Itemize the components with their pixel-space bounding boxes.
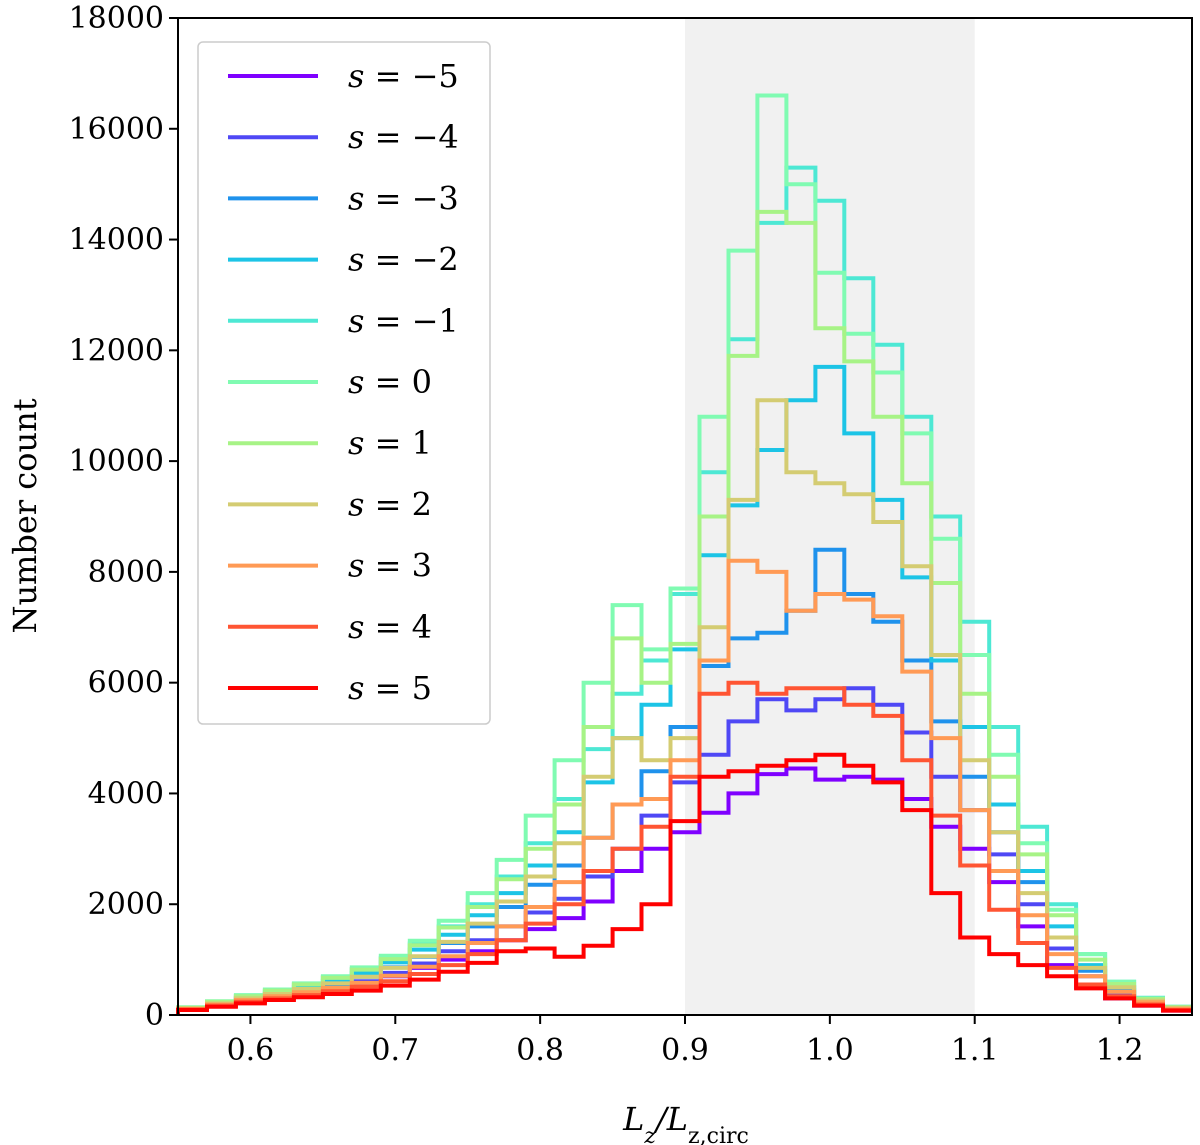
histogram-series-layer <box>176 93 1192 1015</box>
legend-label-value-6: = 1 <box>364 424 432 462</box>
x-tick-label-2: 0.8 <box>516 1033 564 1068</box>
legend-frame <box>197 41 491 725</box>
legend: s = −5s = −4s = −3s = −2s = −1s = 0s = 1… <box>197 41 491 725</box>
y-tick-label-9: 18000 <box>69 1 164 36</box>
x-tick-label-6: 1.2 <box>1096 1033 1144 1068</box>
legend-label-9: s = 4 <box>348 608 432 646</box>
y-tick-label-6: 12000 <box>69 333 164 368</box>
legend-label-value-8: = 3 <box>364 547 432 585</box>
y-tick-label-4: 8000 <box>88 555 164 590</box>
shaded-region <box>685 18 975 1015</box>
legend-label-value-5: = 0 <box>364 363 432 401</box>
x-axis-label-part-1: z <box>643 1124 656 1145</box>
legend-label-var-0: s <box>348 57 364 95</box>
legend-label-var-7: s <box>348 485 364 523</box>
histogram-series-8 <box>176 558 1192 1015</box>
shaded-region-layer <box>685 18 975 1015</box>
legend-label-var-2: s <box>348 179 364 217</box>
y-tick-label-0: 0 <box>145 998 164 1033</box>
axes-layer: 0.6 0.7 0.8 0.9 1.0 1.1 1.2 0 2000 4000 6000 8000 10… <box>69 1 1193 1068</box>
legend-label-value-9: = 4 <box>364 608 432 646</box>
legend-label-8: s = 3 <box>348 547 432 585</box>
y-tick-label-3: 6000 <box>88 666 164 701</box>
y-tick-label-7: 14000 <box>69 223 164 258</box>
x-axis-label-part-2: /L <box>653 1100 688 1138</box>
histogram-series-7 <box>176 398 1192 1015</box>
y-tick-label-8: 16000 <box>69 112 164 147</box>
legend-label-value-1: = −4 <box>364 118 458 156</box>
x-tick-label-3: 0.9 <box>661 1033 709 1068</box>
legend-label-var-5: s <box>348 363 364 401</box>
legend-label-var-9: s <box>348 608 364 646</box>
legend-label-var-1: s <box>348 118 364 156</box>
legend-label-4: s = −1 <box>348 302 459 340</box>
legend-label-3: s = −2 <box>348 241 459 279</box>
legend-label-value-4: = −1 <box>364 302 458 340</box>
legend-label-var-10: s <box>348 669 364 707</box>
x-tick-label-5: 1.1 <box>951 1033 999 1068</box>
y-tick-label-1: 2000 <box>88 887 164 922</box>
legend-label-value-7: = 2 <box>364 485 432 523</box>
legend-label-value-10: = 5 <box>364 669 432 707</box>
x-axis-label-part-3: z,circ <box>688 1124 749 1145</box>
x-axis-label: Lz/Lz,circ <box>622 1100 749 1145</box>
x-tick-label-0: 0.6 <box>227 1033 275 1068</box>
legend-label-2: s = −3 <box>348 179 459 217</box>
legend-label-value-3: = −2 <box>364 241 458 279</box>
legend-label-6: s = 1 <box>348 424 432 462</box>
x-tick-label-4: 1.0 <box>806 1033 854 1068</box>
histogram-series-9 <box>176 680 1192 1015</box>
legend-label-1: s = −4 <box>348 118 459 156</box>
y-tick-label-5: 10000 <box>69 444 164 479</box>
x-axis-label-part-0: L <box>622 1100 644 1138</box>
legend-label-value-2: = −3 <box>364 179 458 217</box>
y-axis-label: Number count <box>6 398 44 633</box>
legend-label-0: s = −5 <box>348 57 459 95</box>
histogram-series-6 <box>176 209 1192 1015</box>
legend-label-var-4: s <box>348 302 364 340</box>
legend-label-var-6: s <box>348 424 364 462</box>
legend-label-7: s = 2 <box>348 485 432 523</box>
legend-label-5: s = 0 <box>348 363 432 401</box>
legend-label-var-3: s <box>348 241 364 279</box>
legend-label-value-0: = −5 <box>364 57 458 95</box>
x-tick-label-1: 0.7 <box>371 1033 419 1068</box>
histogram-series-10 <box>176 752 1192 1015</box>
legend-label-10: s = 5 <box>348 669 432 707</box>
legend-label-var-8: s <box>348 547 364 585</box>
y-tick-label-2: 4000 <box>88 776 164 811</box>
